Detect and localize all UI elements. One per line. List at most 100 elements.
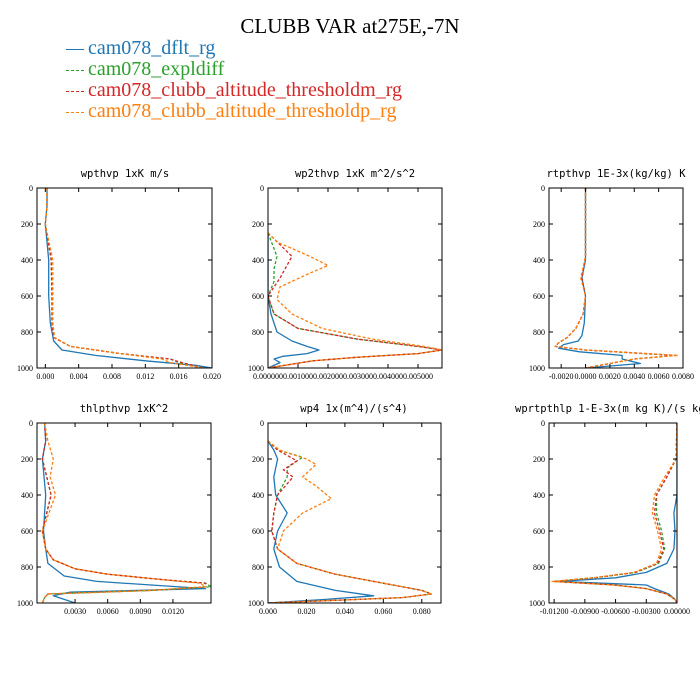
y-tick-label-2-1: 200 — [533, 220, 545, 229]
y-tick-label-3-3: 600 — [21, 527, 33, 536]
y-tick-label-4-0: 0 — [260, 419, 264, 428]
y-tick-label-3-2: 400 — [21, 491, 33, 500]
x-tick-label-5-3: -0.00300 — [632, 607, 661, 616]
y-tick-label-5-5: 1000 — [529, 599, 545, 608]
x-tick-label-1-1: 0.001000 — [283, 372, 313, 381]
y-tick-label-1-0: 0 — [260, 184, 264, 193]
x-tick-label-5-0: -0.01200 — [540, 607, 569, 616]
y-tick-label-4-1: 200 — [252, 455, 264, 464]
series-line-5-0 — [558, 423, 677, 603]
y-tick-label-0-3: 600 — [21, 292, 33, 301]
series-line-5-3 — [551, 423, 677, 603]
figure-title: CLUBB VAR at275E,-7N — [240, 14, 460, 38]
y-tick-label-1-4: 800 — [252, 328, 264, 337]
x-tick-label-4-1: 0.020 — [297, 607, 315, 616]
legend-label-thresholdp: cam078_clubb_altitude_thresholdp_rg — [88, 100, 397, 122]
series-line-4-0 — [268, 440, 375, 603]
series-line-4-1 — [268, 440, 433, 603]
chart-title-3: thlpthvp 1xK^2 — [80, 403, 169, 415]
series-line-4-3 — [268, 440, 433, 603]
chart-series-group-3 — [41, 423, 211, 603]
series-line-3-0 — [41, 423, 207, 603]
x-tick-label-1-0: 0.000000 — [253, 372, 283, 381]
series-line-2-0 — [558, 188, 642, 368]
x-tick-label-3-2: 0.0090 — [129, 607, 151, 616]
y-tick-label-2-4: 800 — [533, 328, 545, 337]
legend-swatch-thresholdm — [66, 91, 84, 92]
series-line-5-2 — [552, 423, 677, 603]
chart-frame-1 — [267, 187, 443, 369]
x-tick-label-3-3: 0.0120 — [162, 607, 184, 616]
x-tick-label-1-5: 0.005000 — [403, 372, 433, 381]
x-tick-label-5-4: 0.00000 — [664, 607, 690, 616]
y-tick-label-1-1: 200 — [252, 220, 264, 229]
x-tick-label-5-2: -0.00600 — [601, 607, 630, 616]
legend-swatch-dflt — [66, 49, 84, 50]
x-tick-label-5-1: -0.00900 — [571, 607, 600, 616]
x-tick-label-2-0: -0.0020 — [549, 372, 574, 381]
legend-label-expldiff: cam078_expldiff — [88, 58, 225, 80]
x-tick-label-1-3: 0.003000 — [343, 372, 373, 381]
legend-label-dflt: cam078_dflt_rg — [88, 37, 216, 59]
x-tick-label-3-1: 0.0060 — [97, 607, 119, 616]
y-tick-label-5-2: 400 — [533, 491, 545, 500]
y-tick-label-5-4: 800 — [533, 563, 545, 572]
x-tick-label-4-0: 0.000 — [259, 607, 277, 616]
legend-entry-thresholdp: cam078_clubb_altitude_thresholdp_rg — [66, 101, 402, 122]
chart-series-group-4 — [268, 440, 433, 603]
series-line-1-3 — [268, 232, 442, 368]
y-tick-label-0-1: 200 — [21, 220, 33, 229]
x-tick-label-1-4: 0.004000 — [373, 372, 403, 381]
chart-panel-2: rtpthvp 1E-3x(kg/kg) K0 200 400 600 800 1000-… — [529, 168, 694, 381]
chart-frame-5 — [548, 422, 678, 604]
series-line-0-0 — [44, 188, 212, 368]
y-tick-label-5-3: 600 — [533, 527, 545, 536]
y-tick-label-0-5: 1000 — [17, 364, 33, 373]
x-tick-label-0-2: 0.008 — [103, 372, 121, 381]
y-tick-label-4-4: 800 — [252, 563, 264, 572]
chart-title-2: rtpthvp 1E-3x(kg/kg) K — [546, 168, 686, 180]
y-tick-label-2-5: 1000 — [529, 364, 545, 373]
y-tick-label-0-4: 800 — [21, 328, 33, 337]
x-tick-label-0-3: 0.012 — [136, 372, 154, 381]
x-tick-label-2-3: 0.0040 — [623, 372, 645, 381]
y-tick-label-3-5: 1000 — [17, 599, 33, 608]
y-tick-label-3-4: 800 — [21, 563, 33, 572]
x-tick-label-4-3: 0.060 — [374, 607, 392, 616]
y-tick-label-1-5: 1000 — [248, 364, 264, 373]
chart-series-group-1 — [268, 232, 442, 368]
y-tick-label-1-2: 400 — [252, 256, 264, 265]
series-line-2-3 — [554, 188, 679, 368]
chart-frame-2 — [548, 187, 684, 369]
chart-panel-1: wp2thvp 1xK m^2/s^2020040060080010000.00… — [248, 168, 443, 381]
chart-frame-4 — [267, 422, 442, 604]
series-line-5-1 — [553, 423, 677, 603]
chart-panel-5: wprtpthlp 1-E-3x(m kg K)/(s kg) 0 200 400 60… — [515, 403, 700, 616]
legend-swatch-expldiff — [66, 70, 84, 71]
chart-title-0: wpthvp 1xK m/s — [81, 168, 170, 180]
chart-frame-0 — [36, 187, 213, 369]
x-tick-label-1-2: 0.002000 — [313, 372, 343, 381]
series-line-1-0 — [268, 233, 320, 368]
x-tick-label-3-0: 0.0030 — [64, 607, 86, 616]
chart-panel-3: thlpthvp 1xK^2 0 200 400 600 800 1000 0.0030 0.0… — [17, 403, 212, 616]
legend-entry-dflt: cam078_dflt_rg — [66, 38, 402, 59]
y-tick-label-5-1: 200 — [533, 455, 545, 464]
series-line-0-2 — [44, 188, 204, 368]
chart-title-4: wp4 1x(m^4)/(s^4) — [300, 403, 407, 415]
series-line-0-3 — [44, 188, 204, 368]
x-tick-label-2-5: 0.0080 — [672, 372, 694, 381]
y-tick-label-3-1: 200 — [21, 455, 33, 464]
x-tick-label-0-4: 0.016 — [170, 372, 188, 381]
series-line-1-1 — [268, 232, 442, 368]
y-tick-label-4-2: 400 — [252, 491, 264, 500]
chart-title-1: wp2thvp 1xK m^2/s^2 — [295, 168, 415, 180]
chart-series-group-0 — [44, 188, 212, 368]
series-line-1-2 — [268, 232, 442, 368]
series-line-2-1 — [554, 188, 674, 368]
x-tick-label-2-4: 0.0060 — [648, 372, 670, 381]
y-tick-label-1-3: 600 — [252, 292, 264, 301]
